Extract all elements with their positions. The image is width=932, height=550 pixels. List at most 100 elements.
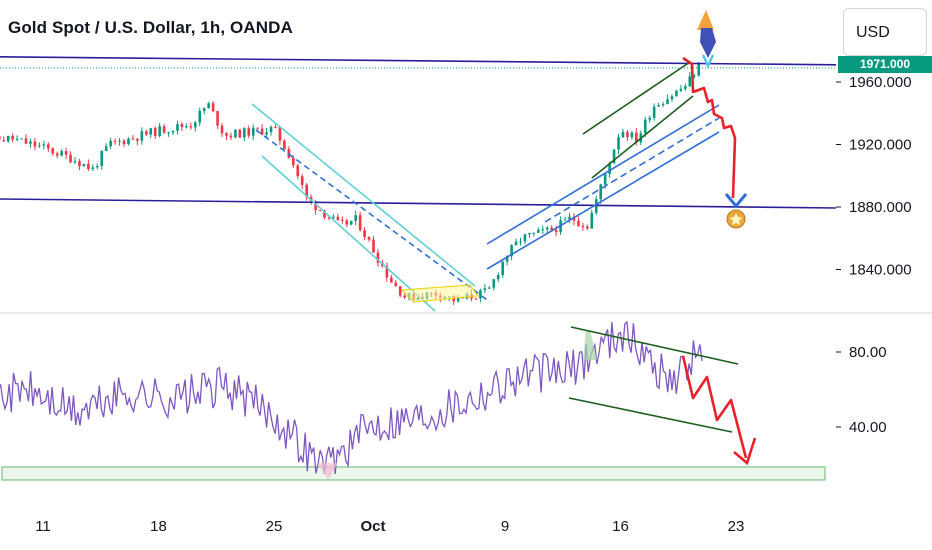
rocket-arrow-icon (701, 54, 715, 69)
candle-body (394, 282, 398, 287)
candle-body (675, 90, 678, 97)
wedge-upper-line (582, 61, 691, 135)
candle-body (29, 141, 32, 144)
candle-body (363, 230, 366, 238)
y-tick-label: 1960.000 (849, 74, 912, 91)
candle-body (104, 146, 108, 151)
candle-body (332, 216, 335, 218)
candle-body (211, 103, 215, 112)
candle-body (162, 126, 166, 133)
candle-body (256, 127, 259, 129)
candle-body (505, 256, 509, 262)
candle-body (265, 132, 268, 135)
medal-star-icon (730, 213, 742, 225)
annotations (251, 10, 748, 312)
candle-body (292, 157, 295, 166)
candle-body (519, 241, 522, 243)
candle-body (171, 130, 175, 133)
candle-body (46, 144, 50, 149)
candle-body (6, 135, 10, 142)
candle-body (78, 161, 81, 167)
candle-body (545, 227, 549, 230)
y-tick-label: 1920.000 (849, 137, 912, 154)
rsi-line (0, 320, 703, 474)
candle-body (612, 149, 616, 164)
candle-body (372, 239, 375, 253)
candle-body (300, 176, 304, 185)
candle-body (185, 126, 188, 128)
candle-body (398, 286, 402, 296)
rsi-channel-lower (568, 397, 733, 433)
candle-body (216, 111, 219, 126)
candle-body (60, 151, 63, 156)
rsi-y-tick-label: 80.00 (849, 344, 887, 361)
candle-body (608, 163, 611, 174)
consolidation-box (400, 284, 479, 303)
candle-body (354, 215, 357, 221)
candle-body (666, 99, 669, 105)
candle-body (198, 110, 202, 123)
candle-body (688, 76, 692, 87)
candle-body (630, 132, 634, 138)
candle-body (635, 132, 638, 143)
candle-body (523, 234, 527, 242)
channel-mid-line (255, 129, 491, 303)
candle-body (144, 131, 148, 135)
candle-body (100, 150, 104, 166)
candle-body (661, 104, 665, 106)
candle-body (153, 128, 157, 136)
rising-channel-upper (486, 104, 720, 245)
candle-body (577, 220, 580, 226)
candle-body (202, 108, 206, 111)
candle-body (496, 275, 500, 280)
candle-body (189, 126, 193, 128)
candle-body (15, 138, 19, 140)
candle-body (403, 295, 406, 298)
channel-upper-line (251, 103, 476, 287)
candle-body (474, 298, 478, 300)
candle-body (167, 132, 170, 134)
candle-body (243, 128, 246, 138)
candle-body (2, 140, 6, 142)
currency-button[interactable]: USD (843, 8, 927, 56)
candle-body (586, 226, 589, 229)
candle-body (140, 131, 144, 141)
candle-body (251, 127, 255, 136)
candle-body (180, 124, 184, 127)
target-chevron-icon (724, 193, 748, 209)
candle-body (318, 210, 322, 212)
candle-body (274, 126, 277, 128)
candle-body (537, 229, 540, 233)
candle-body (260, 128, 264, 135)
rising-channel-lower (486, 131, 720, 270)
candle-body (24, 138, 28, 144)
rsi-arrow-head-icon (733, 437, 757, 466)
candle-body (341, 219, 344, 221)
candle-body (532, 232, 536, 234)
candle-body (73, 161, 77, 163)
candle-body (652, 106, 656, 118)
candle-body (550, 227, 553, 231)
candle-body (91, 167, 95, 169)
candle-body (692, 75, 696, 77)
channel-lower-line (261, 155, 436, 312)
candle-body (648, 117, 652, 120)
symbol-title[interactable]: Gold Spot / U.S. Dollar, 1h, OANDA (8, 18, 293, 37)
candle-body (456, 296, 460, 302)
x-tick-label: 23 (728, 518, 745, 535)
candle-body (207, 103, 210, 109)
candle-body (488, 287, 491, 289)
candle-body (670, 96, 674, 100)
oversold-band (1, 466, 826, 481)
price-projection-arrow (682, 56, 737, 199)
x-tick-label: 16 (612, 518, 629, 535)
candle-body (657, 105, 660, 107)
candle-body (581, 225, 585, 227)
candle-body (269, 126, 273, 133)
candle-body (109, 140, 112, 147)
candle-body (283, 140, 286, 150)
rsi-overbought-fill (583, 330, 597, 360)
candle-body (158, 126, 161, 136)
y-tick-label: 1880.000 (849, 199, 912, 216)
